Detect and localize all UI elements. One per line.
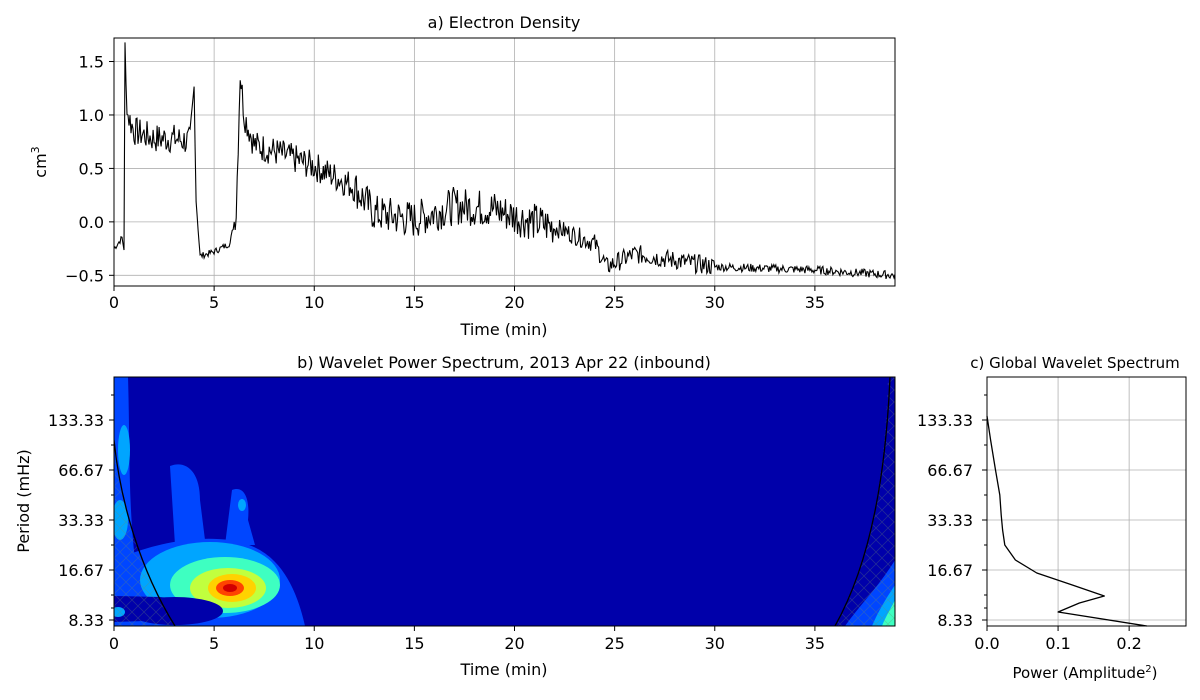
y-tick-label: 66.67: [58, 461, 104, 480]
x-tick-label: 5: [209, 634, 219, 653]
y-tick-label: 33.33: [58, 511, 104, 530]
panel-b-frame: [113, 376, 896, 627]
cone-of-influence-right-hatch: [835, 377, 895, 626]
y-tick-label: 8.33: [68, 611, 104, 630]
panel-a-frame: [113, 37, 896, 287]
cone-of-influence-left-hatch: [114, 440, 175, 626]
panel-c-grid: [986, 377, 1186, 626]
global-wavelet-line: [986, 415, 1148, 627]
electron-density-panel: a) Electron Density 0 5 10 15 20 25 30 35 −0.5 0…: [29, 13, 896, 339]
contour-left-edge-inner: [118, 425, 130, 475]
wavelet-power-panel: b) Wavelet Power Spectrum, 2013 Apr 22 (…: [14, 353, 896, 679]
x-tick-label: 10: [304, 293, 324, 312]
y-tick-label: 8.33: [937, 611, 973, 630]
y-tick-label: 0.5: [79, 159, 104, 178]
x-tick-label: 0.2: [1116, 634, 1141, 653]
cone-of-influence-left: [114, 439, 176, 626]
contour: [238, 499, 246, 511]
x-tick-label: 25: [604, 634, 624, 653]
x-tick-label: 15: [404, 293, 424, 312]
panel-a-x-label: Time (min): [460, 320, 548, 339]
x-tick-label: 10: [304, 634, 324, 653]
cone-of-influence-right: [834, 377, 891, 626]
contour-band: [170, 464, 205, 545]
y-tick-label: 133.33: [48, 411, 104, 430]
panel-c-x-ticks: 0.0 0.1 0.2: [974, 626, 1142, 653]
x-tick-label: 30: [705, 293, 725, 312]
panel-b-y-label: Period (mHz): [14, 449, 33, 552]
contour: [223, 584, 237, 592]
x-tick-label: 0: [109, 293, 119, 312]
panel-b-x-label: Time (min): [460, 660, 548, 679]
panel-a-title: a) Electron Density: [428, 13, 581, 32]
panel-c-frame: [986, 376, 1187, 627]
x-tick-label: 15: [404, 634, 424, 653]
y-tick-label: −0.5: [65, 266, 104, 285]
panel-b-y-ticks: 133.33 66.67 33.33 16.67 8.33: [48, 394, 114, 630]
y-tick-label: 1.5: [79, 53, 104, 72]
y-tick-label: 16.67: [58, 561, 104, 580]
x-tick-label: 20: [504, 634, 524, 653]
panel-c-title: c) Global Wavelet Spectrum: [970, 354, 1179, 372]
panel-a-grid: [113, 38, 895, 286]
y-tick-label: 133.33: [917, 411, 973, 430]
panel-b-title: b) Wavelet Power Spectrum, 2013 Apr 22 (…: [297, 353, 711, 372]
panel-a-x-ticks: 0 5 10 15 20 25 30 35: [109, 286, 825, 312]
x-tick-label: 0.1: [1045, 634, 1070, 653]
panel-a-y-ticks: −0.5 0.0 0.5 1.0 1.5: [65, 53, 114, 285]
x-tick-label: 0.0: [974, 634, 999, 653]
y-tick-label: 66.67: [927, 461, 973, 480]
x-tick-label: 5: [209, 293, 219, 312]
wavelet-heatmap: [114, 377, 895, 626]
electron-density-line: [113, 42, 896, 280]
y-tick-label: 33.33: [927, 511, 973, 530]
x-tick-label: 20: [504, 293, 524, 312]
panel-c-x-label: Power (Amplitude2): [1012, 664, 1157, 682]
x-tick-label: 25: [604, 293, 624, 312]
x-tick-label: 30: [705, 634, 725, 653]
x-tick-label: 35: [805, 293, 825, 312]
panel-b-x-ticks: 0 5 10 15 20 25 30 35: [109, 626, 825, 653]
panel-c-y-ticks: 133.33 66.67 33.33 16.67 8.33: [917, 394, 987, 630]
contour-band: [225, 489, 255, 545]
y-tick-label: 0.0: [79, 213, 104, 232]
y-tick-label: 16.67: [927, 561, 973, 580]
x-tick-label: 35: [805, 634, 825, 653]
y-tick-label: 1.0: [79, 106, 104, 125]
x-tick-label: 0: [109, 634, 119, 653]
global-wavelet-panel: c) Global Wavelet Spectrum 0.0 0.1 0.2 133…: [917, 354, 1187, 682]
panel-a-y-label: cm3: [29, 146, 50, 177]
